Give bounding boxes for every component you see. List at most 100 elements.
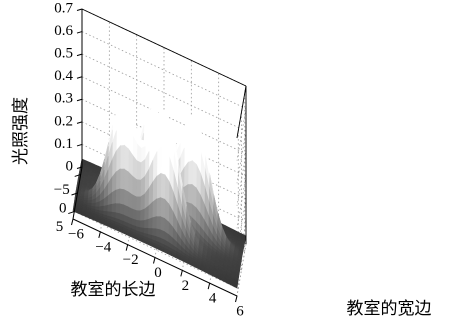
surface-cell <box>156 197 161 218</box>
grid-line <box>236 198 247 251</box>
axis-layer <box>68 8 247 303</box>
x-tick <box>71 218 74 226</box>
surface-cell <box>191 183 197 209</box>
surface-cell <box>119 203 125 216</box>
x-tick-label: 4 <box>209 291 217 307</box>
grid-line <box>236 108 247 161</box>
surface-cell <box>187 160 193 185</box>
grid-line <box>236 243 247 297</box>
surface-cell <box>156 172 162 200</box>
surface-cell <box>191 160 197 189</box>
surface-cell <box>147 217 153 229</box>
surface-cell <box>123 168 129 193</box>
x-tick-label: 6 <box>236 303 244 319</box>
z-tick-label: 0.6 <box>54 23 73 39</box>
x-tick-label: −2 <box>123 252 139 268</box>
surface-cell <box>160 123 166 149</box>
surface-cell <box>139 208 145 222</box>
surface-cell <box>161 109 166 126</box>
surface-cell <box>155 216 161 231</box>
x-tick-label: −4 <box>95 239 111 255</box>
x-tick-label: 2 <box>182 278 190 294</box>
x-tick <box>125 244 129 251</box>
x-tick-label: 0 <box>154 265 162 281</box>
z-tick-label: 0.1 <box>54 136 73 152</box>
z-tick <box>76 143 83 147</box>
x-tick <box>235 295 238 303</box>
tick-labels: −6 −4 −2 0 2 4 6 −5 0 5 0 0.1 0.2 0.3 0.4 0.5 0.6 0.7 <box>54 0 245 319</box>
surface-cell <box>160 146 166 176</box>
x-tick-label: −6 <box>68 226 84 242</box>
surface-cell <box>124 121 130 150</box>
z-tick-label: 0.4 <box>54 68 73 84</box>
x-tick <box>207 283 211 290</box>
z-tick <box>76 121 83 124</box>
y-tick-label: −5 <box>54 182 70 198</box>
z-tick-label: 0 <box>66 158 74 174</box>
surface-cell <box>119 168 125 190</box>
x-axis-label: 教室的宽边 <box>347 299 432 319</box>
surface-cell <box>120 106 126 124</box>
surface-cell <box>151 216 157 230</box>
z-tick <box>76 8 83 11</box>
x-tick <box>98 231 101 238</box>
surface-cell <box>102 204 108 212</box>
surface-cell <box>135 210 141 222</box>
surface-cell <box>187 136 193 163</box>
surface-cell <box>143 218 149 229</box>
surface-cell <box>160 172 166 200</box>
y-tick-label: 0 <box>59 200 67 216</box>
surface-cell <box>151 107 157 120</box>
surface-cell <box>119 145 125 170</box>
light-intensity-surface <box>72 99 247 289</box>
surface-cell <box>123 189 129 208</box>
z-tick-label: 0.7 <box>54 0 73 16</box>
surface-cell <box>123 144 129 173</box>
surface-cell <box>159 216 165 233</box>
z-tick <box>76 98 83 102</box>
surface-cell <box>187 184 193 205</box>
surface-cell <box>127 191 133 210</box>
surface-cell <box>83 195 89 199</box>
surface-cell <box>135 179 141 198</box>
surface-cell <box>119 188 125 206</box>
top-frame-line <box>81 8 247 87</box>
y-tick <box>74 173 81 177</box>
surface-cell <box>110 203 116 213</box>
surface-cell <box>191 136 197 166</box>
surface-cell <box>151 198 157 219</box>
y-tick <box>71 192 78 196</box>
y-axis-label: 教室的长边 <box>71 280 156 300</box>
surface-cell <box>131 208 137 221</box>
surface-cell <box>135 196 141 212</box>
z-tick <box>76 53 83 57</box>
surface-cell <box>111 189 117 205</box>
surface-cell <box>127 171 133 196</box>
grid-line <box>236 131 247 184</box>
x-tick <box>153 257 156 264</box>
surface-cell <box>115 168 121 191</box>
z-tick-label: 0.5 <box>54 46 73 62</box>
surface-cell <box>131 175 137 198</box>
surface-cell <box>136 160 142 181</box>
z-tick-label: 0.2 <box>54 113 73 129</box>
surface-cell <box>139 193 145 212</box>
z-tick <box>76 76 83 79</box>
surface-cell <box>140 176 146 198</box>
surface-cell <box>188 119 194 141</box>
x-tick <box>180 270 183 277</box>
surface-cell <box>139 220 145 229</box>
z-tick-label: 0.3 <box>54 91 73 107</box>
top-frame-line <box>236 85 247 139</box>
surface-cell <box>106 203 112 213</box>
surface-cell <box>115 203 120 214</box>
z-axis-label: 光照强度 <box>11 97 31 165</box>
surface-cell <box>131 194 137 211</box>
surface-cell <box>120 122 125 147</box>
z-tick <box>76 166 83 169</box>
surface-cell <box>115 188 121 205</box>
grid-line <box>236 176 247 229</box>
y-tick-label: 5 <box>56 219 64 235</box>
y-tick <box>68 211 75 215</box>
